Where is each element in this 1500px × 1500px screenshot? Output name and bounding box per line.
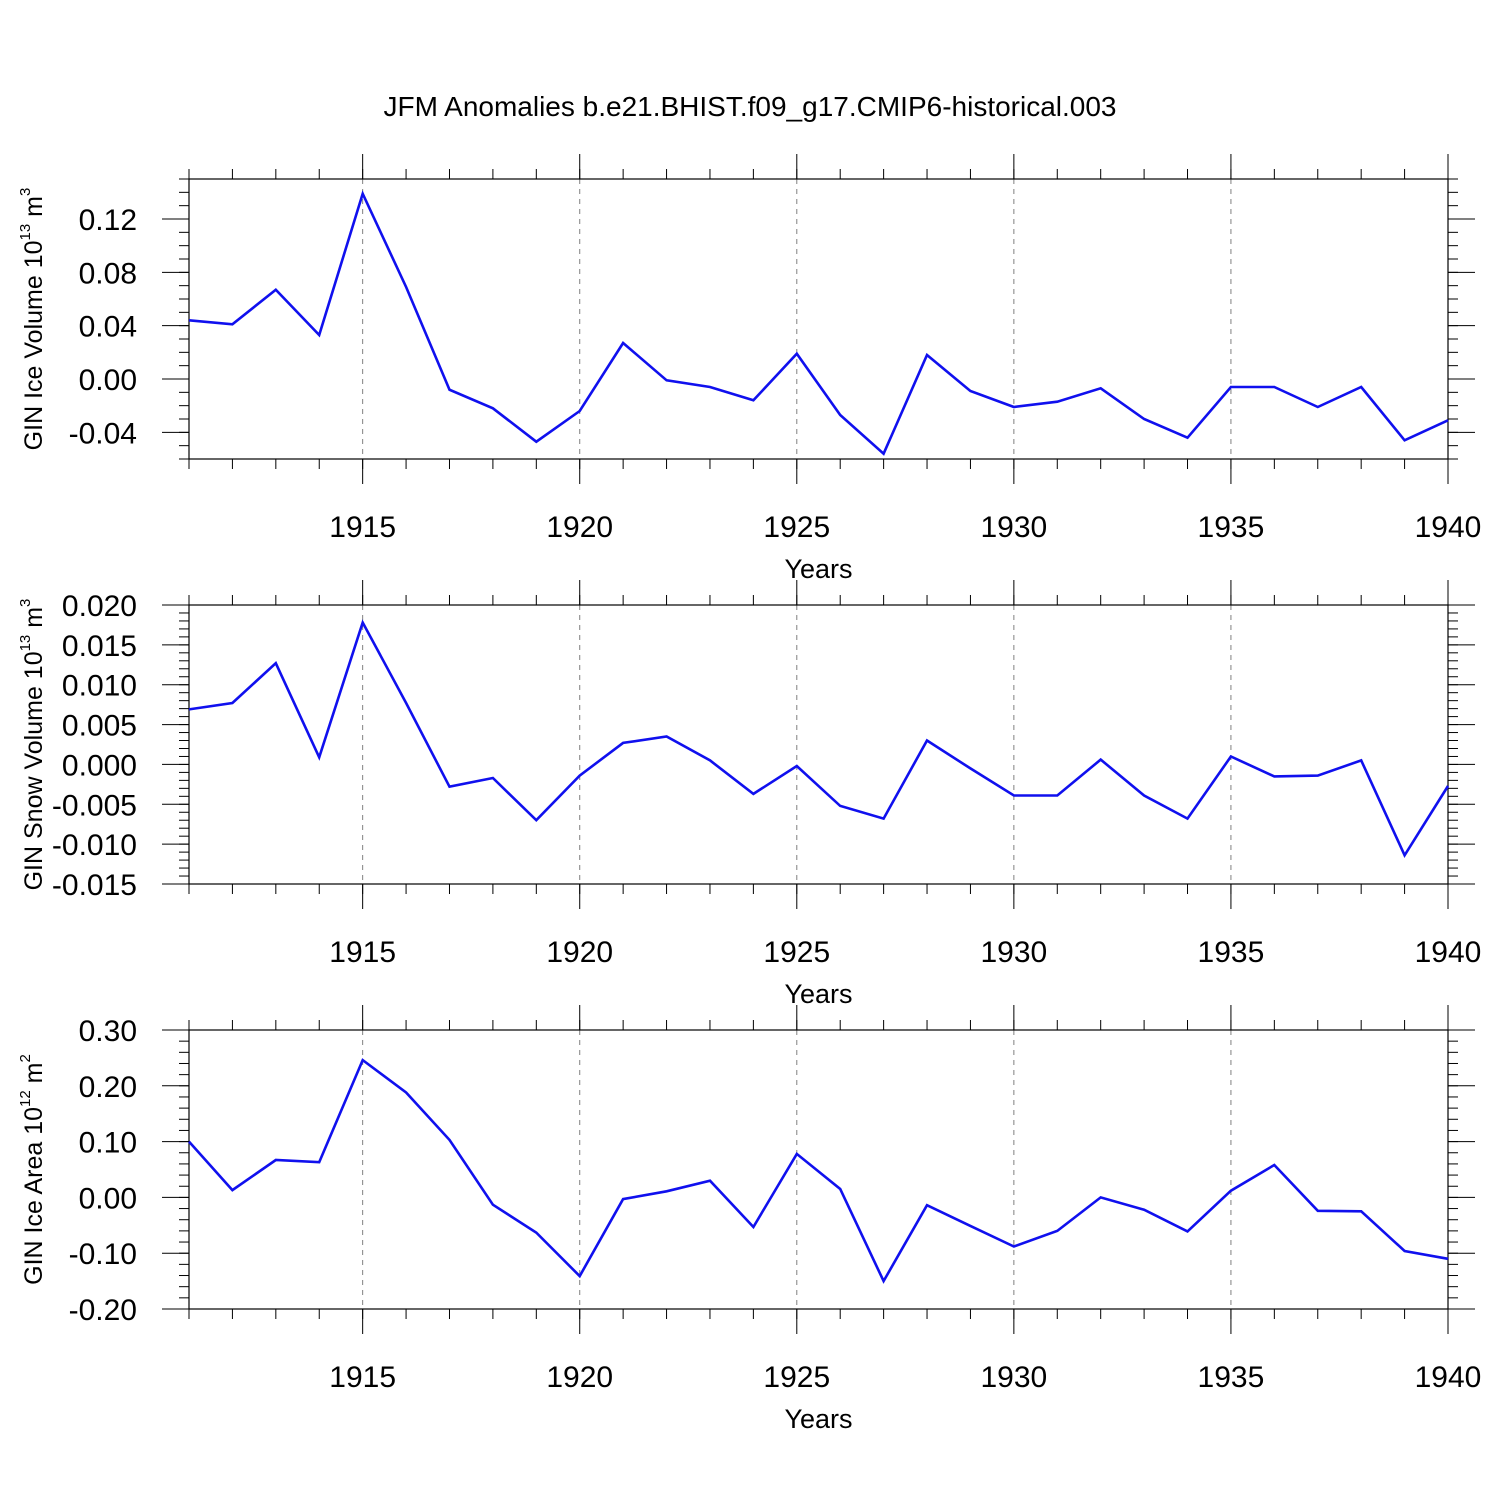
- y-tick-label: -0.005: [52, 789, 137, 822]
- x-tick-label: 1940: [1415, 1361, 1482, 1394]
- y-tick-label: 0.10: [79, 1127, 137, 1160]
- y-tick-label: 0.30: [79, 1015, 137, 1048]
- y-tick-label: 0.12: [79, 204, 137, 237]
- y-tick-label: -0.015: [52, 869, 137, 902]
- x-tick-label: 1930: [980, 1361, 1047, 1394]
- y-tick-label: 0.00: [79, 364, 137, 397]
- y-tick-label: -0.20: [69, 1294, 137, 1327]
- chart-panel-1: 1915 1920 1925 1930 1935 1940 -0.04 0.00 0.04 0.0…: [17, 154, 1481, 584]
- x-axis-label: Years: [784, 554, 852, 584]
- x-tick-label: 1935: [1198, 936, 1265, 969]
- y-tick-label: 0.04: [79, 311, 137, 344]
- chart-panel-3: 1915 1920 1925 1930 1935 1940 -0.20 -0.10 0.00 0.…: [17, 1005, 1481, 1434]
- x-tick-label: 1940: [1415, 936, 1482, 969]
- x-tick-label: 1920: [546, 936, 613, 969]
- chart-panel-2: 1915 1920 1925 1930 1935 1940 -0.015 -0.010 -0.0…: [17, 580, 1481, 1009]
- figure-title: JFM Anomalies b.e21.BHIST.f09_g17.CMIP6-…: [383, 91, 1116, 122]
- y-axis-label: GIN Ice Volume 1013 m3: [17, 188, 48, 451]
- y-tick-label: 0.20: [79, 1071, 137, 1104]
- y-tick-label: 0.005: [62, 710, 137, 743]
- data-series-line: [188, 190, 1449, 456]
- x-tick-label: 1930: [980, 936, 1047, 969]
- x-tick-label: 1915: [329, 936, 396, 969]
- plot-frame: [188, 604, 1449, 885]
- plot-frame: [188, 1029, 1449, 1310]
- y-tick-label: 0.08: [79, 257, 137, 290]
- x-axis-label: Years: [784, 979, 852, 1009]
- y-tick-label: -0.010: [52, 829, 137, 862]
- x-tick-label: 1915: [329, 511, 396, 544]
- y-tick-label: -0.10: [69, 1238, 137, 1271]
- x-tick-label: 1925: [763, 936, 830, 969]
- y-tick-label: 0.00: [79, 1182, 137, 1215]
- plot-frame: [188, 178, 1449, 460]
- data-series-line: [188, 1058, 1449, 1284]
- x-tick-label: 1915: [329, 1361, 396, 1394]
- data-series-line: [188, 619, 1450, 859]
- x-tick-label: 1920: [546, 511, 613, 544]
- y-tick-label: 0.010: [62, 670, 137, 703]
- x-tick-label: 1925: [763, 1361, 830, 1394]
- y-tick-label: 0.015: [62, 630, 137, 663]
- x-tick-label: 1935: [1198, 1361, 1265, 1394]
- x-axis-label: Years: [784, 1404, 852, 1434]
- y-axis-label: GIN Ice Area 1012 m2: [17, 1054, 48, 1285]
- y-tick-label: -0.04: [69, 417, 137, 450]
- y-tick-label: 0.000: [62, 749, 137, 782]
- x-tick-label: 1925: [763, 511, 830, 544]
- x-tick-label: 1930: [980, 511, 1047, 544]
- y-axis-label: GIN Snow Volume 1013 m3: [17, 599, 48, 891]
- x-tick-label: 1935: [1198, 511, 1265, 544]
- x-tick-label: 1920: [546, 1361, 613, 1394]
- y-tick-label: 0.020: [62, 590, 137, 623]
- x-tick-label: 1940: [1415, 511, 1482, 544]
